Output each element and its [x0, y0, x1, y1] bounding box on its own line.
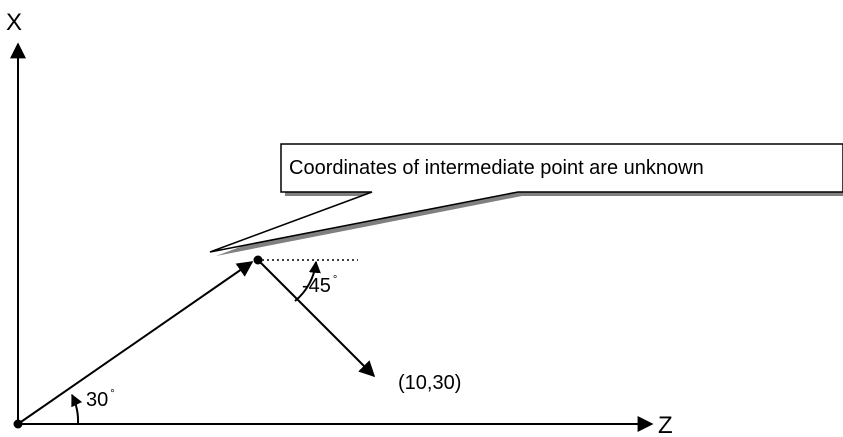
second-vector	[257, 259, 376, 378]
angle-label-30: 30 °	[86, 388, 115, 411]
horizontal-axis-label: Z	[658, 412, 673, 437]
first-vector	[17, 261, 254, 425]
angle-arc-neg45	[294, 260, 321, 302]
angle-label-neg45: -45 °	[302, 274, 337, 297]
endpoint-label: (10,30)	[398, 372, 461, 394]
vertical-axis-label: X	[6, 9, 22, 36]
angle-arc-30	[71, 393, 83, 425]
callout-box	[209, 143, 843, 253]
callout-text: Coordinates of intermediate point are un…	[289, 157, 704, 179]
